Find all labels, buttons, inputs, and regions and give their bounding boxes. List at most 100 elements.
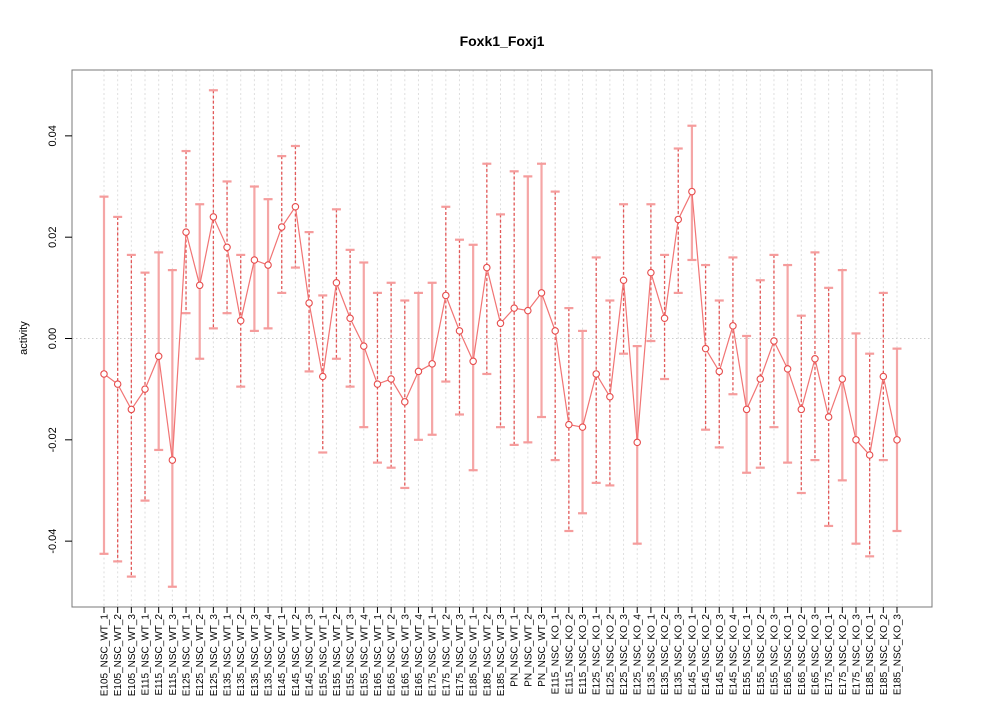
data-point-marker <box>729 322 737 330</box>
data-point-marker <box>100 370 108 378</box>
data-point-marker <box>510 304 518 312</box>
x-tick-label: E125_NSC_KO_3 <box>619 614 630 696</box>
data-point-marker <box>305 299 313 307</box>
data-point-marker <box>893 436 901 444</box>
x-tick-label: E145_NSC_KO_3 <box>715 614 726 696</box>
data-point-marker <box>154 352 163 360</box>
data-point-marker <box>442 291 450 300</box>
data-point-marker <box>469 357 477 366</box>
data-point-marker <box>619 276 628 284</box>
x-tick-label: E175_NSC_KO_3 <box>851 614 862 696</box>
x-tick-label: E115_NSC_KO_1 <box>551 614 562 695</box>
data-point-marker <box>182 228 190 236</box>
x-tick-label: E145_NSC_KO_4 <box>728 614 739 696</box>
data-point-marker <box>524 306 532 315</box>
x-tick-label: E125_NSC_WT_1 <box>182 614 193 697</box>
data-point-marker <box>715 367 724 376</box>
data-point-marker <box>373 380 382 388</box>
chart-title: Foxk1_Foxj1 <box>460 33 545 49</box>
x-tick-label: E175_NSC_KO_1 <box>824 614 835 696</box>
data-point-marker <box>578 423 587 431</box>
x-tick-label: E165_NSC_WT_3 <box>400 614 411 697</box>
x-tick-label: E185_NSC_KO_2 <box>879 614 890 696</box>
data-point-marker <box>483 263 491 272</box>
data-point-marker <box>455 327 464 335</box>
data-point-marker <box>332 279 341 287</box>
x-tick-label: E155_NSC_WT_3 <box>346 614 357 697</box>
x-tick-label: E165_NSC_WT_1 <box>373 614 384 697</box>
data-point-marker <box>606 393 614 401</box>
x-tick-label: PN_NSC_WT_1 <box>510 614 521 687</box>
x-tick-label: E175_NSC_WT_2 <box>441 614 452 697</box>
data-point-marker <box>783 365 792 373</box>
data-point-marker <box>838 375 847 383</box>
data-point-marker <box>647 268 655 277</box>
y-tick-label: -0.04 <box>47 529 59 554</box>
data-point-marker <box>551 327 559 335</box>
x-tick-label: E165_NSC_WT_2 <box>387 614 398 697</box>
x-tick-label: E125_NSC_WT_2 <box>195 614 206 697</box>
data-points <box>100 187 901 464</box>
x-tick-label: E135_NSC_WT_3 <box>250 614 261 697</box>
x-tick-label: E135_NSC_KO_1 <box>646 614 657 696</box>
data-point-marker <box>592 370 600 378</box>
x-tick-label: E115_NSC_WT_3 <box>168 614 179 696</box>
data-point-marker <box>633 438 641 447</box>
data-point-marker <box>742 405 751 414</box>
data-point-marker <box>414 367 423 376</box>
x-tick-label: E145_NSC_WT_2 <box>291 614 302 697</box>
data-point-marker <box>660 314 669 322</box>
data-point-marker <box>674 215 682 224</box>
data-point-marker <box>797 405 806 414</box>
x-tick-label: E125_NSC_KO_4 <box>633 614 644 696</box>
y-axis: -0.04 -0.02 0.00 0.02 0.04 <box>47 125 72 554</box>
x-tick-label: E175_NSC_WT_3 <box>455 614 466 697</box>
data-point-marker <box>879 372 888 381</box>
x-tick-label: E115_NSC_WT_2 <box>154 614 165 696</box>
x-tick-label: E115_NSC_WT_1 <box>141 614 152 696</box>
x-axis: E105_NSC_WT_1 E105_NSC_WT_2 E105_NSC_WT_3 E… <box>100 607 904 696</box>
x-tick-label: E145_NSC_WT_1 <box>277 614 288 697</box>
data-point-marker <box>496 319 505 328</box>
x-tick-label: E185_NSC_WT_2 <box>482 614 493 697</box>
x-tick-label: PN_NSC_WT_3 <box>537 614 548 687</box>
data-point-marker <box>264 261 272 269</box>
x-tick-label: E115_NSC_KO_3 <box>578 614 589 695</box>
x-tick-label: E165_NSC_WT_4 <box>414 614 425 697</box>
x-tick-label: E135_NSC_KO_2 <box>660 614 671 696</box>
data-point-marker <box>537 289 546 297</box>
data-point-marker <box>127 405 136 414</box>
x-tick-label: E185_NSC_WT_3 <box>496 614 507 697</box>
data-point-marker <box>168 456 177 464</box>
data-point-marker <box>291 203 300 211</box>
x-tick-label: E115_NSC_KO_2 <box>564 614 575 695</box>
data-point-marker <box>141 385 149 393</box>
x-tick-label: E105_NSC_WT_3 <box>127 614 138 697</box>
data-point-marker <box>770 337 778 345</box>
data-point-marker <box>113 380 122 388</box>
x-tick-label: E155_NSC_KO_2 <box>756 614 767 696</box>
data-point-marker <box>236 317 245 325</box>
data-point-marker <box>195 281 204 290</box>
x-tick-label: E165_NSC_KO_2 <box>797 614 808 696</box>
x-tick-label: E135_NSC_WT_4 <box>264 614 275 697</box>
x-tick-label: E185_NSC_KO_1 <box>865 614 876 696</box>
data-point-marker <box>401 398 409 406</box>
x-tick-label: E185_NSC_WT_1 <box>469 614 480 697</box>
y-axis-label: activity <box>18 321 30 355</box>
x-tick-label: E145_NSC_WT_3 <box>305 614 316 697</box>
y-tick-label: 0.02 <box>47 226 59 247</box>
x-tick-label: E155_NSC_WT_4 <box>359 614 370 697</box>
data-point-marker <box>865 451 874 459</box>
y-tick-label: 0.04 <box>47 125 59 146</box>
x-tick-label: E165_NSC_KO_3 <box>810 614 821 696</box>
x-tick-label: E105_NSC_WT_1 <box>100 614 111 697</box>
data-point-marker <box>811 355 819 363</box>
x-tick-label: E125_NSC_KO_1 <box>592 614 603 696</box>
x-tick-label: E125_NSC_WT_3 <box>209 614 220 697</box>
x-tick-label: E155_NSC_KO_3 <box>769 614 780 696</box>
x-tick-label: E175_NSC_WT_1 <box>428 614 439 697</box>
data-point-marker <box>852 436 860 444</box>
x-tick-label: E125_NSC_KO_2 <box>605 614 616 696</box>
